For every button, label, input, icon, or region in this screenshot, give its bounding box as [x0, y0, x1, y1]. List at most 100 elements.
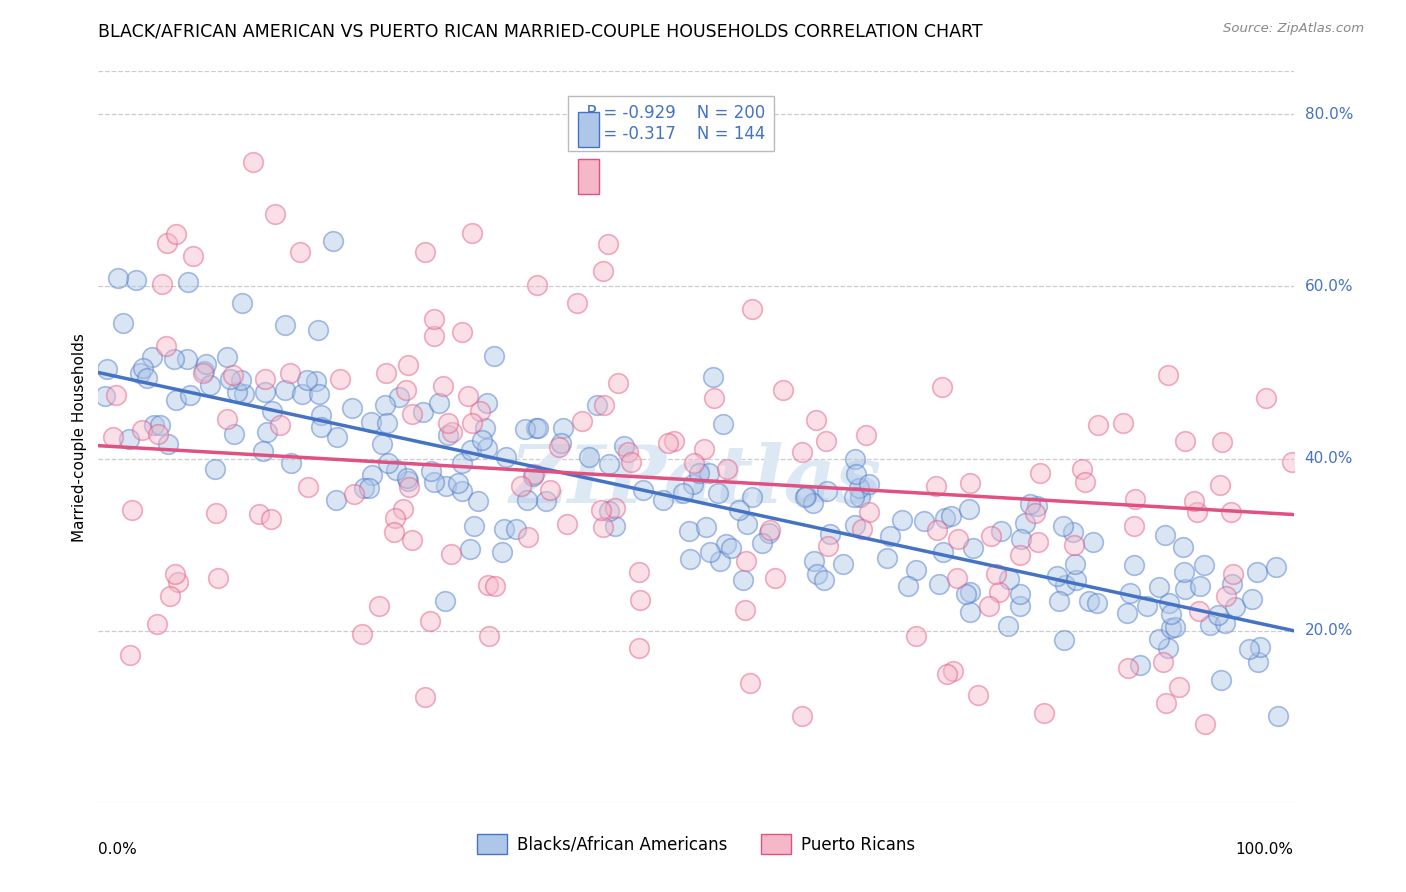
Point — [607, 376, 630, 390]
Point — [817, 539, 839, 553]
Point — [534, 494, 557, 508]
Point — [516, 530, 538, 544]
Point — [934, 511, 956, 525]
Point — [548, 440, 571, 454]
Point — [1046, 568, 1069, 582]
Point — [118, 432, 141, 446]
Text: R = -0.929    N = 200
  R = -0.317    N = 144: R = -0.929 N = 200 R = -0.317 N = 144 — [576, 104, 766, 143]
Point — [1211, 673, 1233, 688]
Point — [252, 443, 274, 458]
Point — [470, 404, 492, 418]
Point — [159, 589, 181, 603]
Point — [253, 372, 276, 386]
Point — [505, 522, 527, 536]
Point — [471, 433, 494, 447]
Point — [1219, 505, 1241, 519]
Point — [731, 573, 754, 587]
Point — [1249, 640, 1271, 654]
Point — [432, 379, 454, 393]
Point — [967, 688, 990, 702]
Point — [571, 414, 593, 428]
Point — [1077, 594, 1099, 608]
Point — [509, 479, 531, 493]
Point — [984, 567, 1007, 582]
Point — [793, 490, 815, 504]
Point — [374, 366, 396, 380]
Point — [598, 237, 620, 252]
Point — [516, 492, 538, 507]
Point — [890, 513, 912, 527]
Point — [912, 514, 935, 528]
Point — [734, 602, 756, 616]
Point — [932, 545, 955, 559]
Point — [979, 599, 1001, 614]
Point — [225, 385, 247, 400]
Point — [1019, 497, 1042, 511]
Point — [1008, 549, 1031, 563]
Point — [988, 585, 1011, 599]
Point — [374, 399, 396, 413]
Point — [790, 709, 813, 723]
Point — [96, 362, 118, 376]
Point — [1112, 416, 1135, 430]
Point — [702, 369, 724, 384]
Point — [927, 524, 949, 538]
Point — [904, 629, 927, 643]
Point — [491, 545, 513, 559]
Point — [931, 380, 953, 394]
Point — [482, 350, 505, 364]
Point — [256, 425, 278, 439]
Point — [305, 374, 328, 388]
Point — [191, 366, 214, 380]
Point — [219, 372, 242, 386]
Point — [1215, 589, 1237, 603]
Point — [851, 522, 873, 536]
Point — [467, 494, 489, 508]
Point — [946, 532, 969, 546]
Point — [254, 385, 277, 400]
Point — [1163, 620, 1185, 634]
Point — [308, 386, 330, 401]
Point — [844, 451, 866, 466]
Point — [463, 518, 485, 533]
Point — [1028, 534, 1050, 549]
Point — [806, 413, 828, 427]
Point — [412, 405, 434, 419]
Point — [925, 479, 948, 493]
Point — [603, 501, 626, 516]
Point — [813, 573, 835, 587]
Point — [427, 396, 450, 410]
Point — [413, 244, 436, 259]
Point — [524, 421, 547, 435]
Point — [142, 418, 165, 433]
Point — [475, 441, 498, 455]
Point — [423, 475, 446, 489]
Point — [441, 425, 464, 439]
Point — [121, 502, 143, 516]
Point — [136, 371, 159, 385]
Point — [711, 417, 734, 431]
Point — [1173, 565, 1195, 579]
Point — [1159, 596, 1181, 610]
Point — [682, 477, 704, 491]
Point — [1147, 580, 1170, 594]
Point — [377, 417, 399, 431]
Point — [396, 358, 419, 372]
Point — [165, 227, 187, 241]
Point — [447, 475, 470, 490]
Point — [714, 537, 737, 551]
Point — [377, 456, 399, 470]
Point — [845, 467, 868, 482]
Point — [1157, 640, 1180, 655]
Point — [1118, 661, 1140, 675]
Point — [1085, 596, 1108, 610]
Point — [1129, 658, 1152, 673]
Point — [672, 486, 695, 500]
Point — [928, 576, 950, 591]
Point — [1014, 516, 1036, 530]
Point — [697, 466, 720, 480]
Point — [935, 666, 957, 681]
Point — [709, 554, 731, 568]
Point — [1194, 717, 1216, 731]
Text: 40.0%: 40.0% — [1305, 451, 1353, 467]
